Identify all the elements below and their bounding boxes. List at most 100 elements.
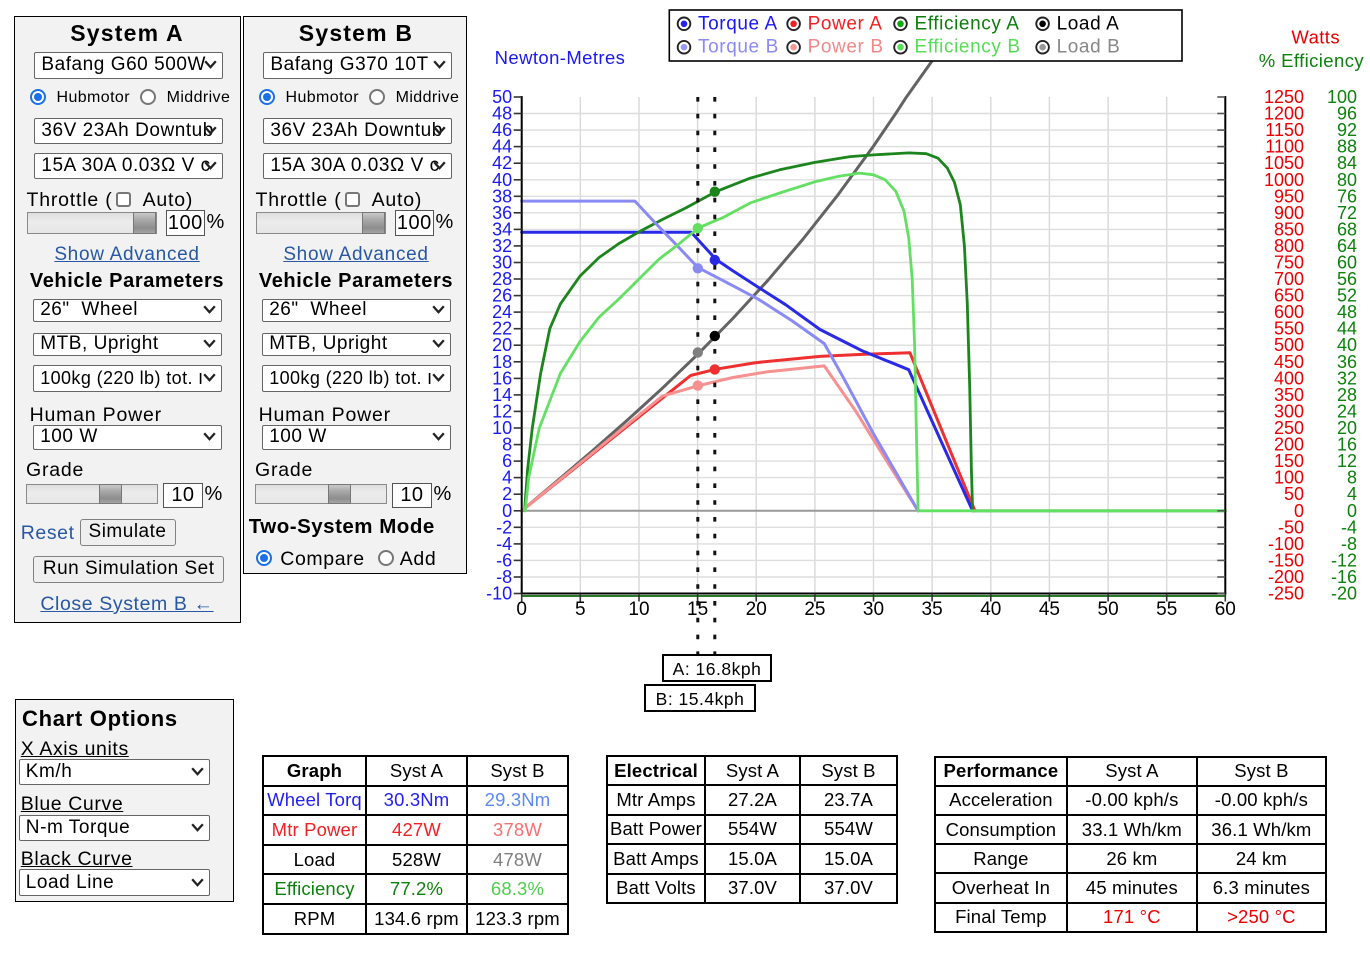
- svg-text:42: 42: [492, 153, 512, 173]
- svg-text:100: 100: [1274, 468, 1304, 488]
- svg-text:50: 50: [1284, 484, 1304, 504]
- svg-text:32: 32: [1337, 368, 1357, 388]
- svg-text:-150: -150: [1268, 550, 1304, 570]
- svg-text:30: 30: [863, 599, 884, 620]
- svg-text:600: 600: [1274, 302, 1304, 322]
- svg-text:35: 35: [922, 599, 943, 620]
- svg-text:24: 24: [492, 302, 512, 322]
- svg-text:Efficiency B: Efficiency B: [915, 37, 1021, 58]
- svg-text:-6: -6: [496, 550, 512, 570]
- svg-text:-8: -8: [496, 567, 512, 587]
- svg-text:Load B: Load B: [1057, 37, 1121, 58]
- svg-text:80: 80: [1337, 170, 1357, 190]
- svg-text:-8: -8: [1341, 534, 1357, 554]
- svg-text:400: 400: [1274, 368, 1304, 388]
- svg-text:700: 700: [1274, 269, 1304, 289]
- svg-text:45: 45: [1039, 599, 1060, 620]
- svg-text:1000: 1000: [1264, 170, 1304, 190]
- svg-text:72: 72: [1337, 203, 1357, 223]
- svg-text:450: 450: [1274, 352, 1304, 372]
- svg-text:4: 4: [1347, 484, 1357, 504]
- svg-text:150: 150: [1274, 451, 1304, 471]
- svg-text:300: 300: [1274, 401, 1304, 421]
- svg-text:0: 0: [1347, 501, 1357, 521]
- svg-text:60: 60: [1337, 253, 1357, 273]
- svg-text:-12: -12: [1331, 550, 1357, 570]
- svg-text:Torque A: Torque A: [698, 13, 778, 34]
- svg-text:10: 10: [628, 599, 649, 620]
- svg-text:12: 12: [492, 401, 512, 421]
- svg-text:Watts: Watts: [1291, 27, 1340, 48]
- svg-text:36: 36: [1337, 352, 1357, 372]
- svg-text:-10: -10: [486, 584, 512, 604]
- svg-text:6: 6: [502, 451, 512, 471]
- svg-text:20: 20: [746, 599, 767, 620]
- svg-text:50: 50: [492, 87, 512, 107]
- svg-text:900: 900: [1274, 203, 1304, 223]
- svg-text:52: 52: [1337, 286, 1357, 306]
- svg-text:46: 46: [492, 120, 512, 140]
- svg-text:-2: -2: [496, 517, 512, 537]
- svg-text:2: 2: [502, 484, 512, 504]
- svg-text:14: 14: [492, 385, 512, 405]
- svg-text:16: 16: [1337, 435, 1357, 455]
- svg-text:100: 100: [1327, 87, 1357, 107]
- svg-text:-100: -100: [1268, 534, 1304, 554]
- svg-text:650: 650: [1274, 286, 1304, 306]
- svg-text:A: 16.8kph: A: 16.8kph: [673, 659, 762, 679]
- svg-text:16: 16: [492, 368, 512, 388]
- svg-text:Power B: Power B: [808, 37, 884, 58]
- svg-text:68: 68: [1337, 219, 1357, 239]
- svg-text:32: 32: [492, 236, 512, 256]
- svg-text:1200: 1200: [1264, 104, 1304, 124]
- svg-text:96: 96: [1337, 104, 1357, 124]
- svg-text:1150: 1150: [1265, 120, 1304, 140]
- svg-text:Power A: Power A: [808, 13, 883, 34]
- svg-text:92: 92: [1337, 120, 1357, 140]
- svg-text:48: 48: [1337, 302, 1357, 322]
- svg-text:15: 15: [687, 599, 708, 620]
- svg-text:55: 55: [1156, 599, 1177, 620]
- svg-text:250: 250: [1274, 418, 1304, 438]
- svg-text:60: 60: [1215, 599, 1236, 620]
- svg-text:850: 850: [1274, 219, 1304, 239]
- svg-text:18: 18: [492, 352, 512, 372]
- svg-text:1050: 1050: [1264, 153, 1304, 173]
- svg-text:25: 25: [804, 599, 825, 620]
- svg-text:-16: -16: [1331, 567, 1357, 587]
- svg-text:1100: 1100: [1265, 137, 1304, 157]
- svg-text:34: 34: [492, 219, 512, 239]
- svg-text:950: 950: [1274, 186, 1304, 206]
- svg-text:48: 48: [492, 104, 512, 124]
- svg-text:28: 28: [492, 269, 512, 289]
- svg-text:0: 0: [516, 599, 527, 620]
- svg-text:64: 64: [1337, 236, 1357, 256]
- svg-text:-20: -20: [1331, 584, 1357, 604]
- svg-text:28: 28: [1337, 385, 1357, 405]
- svg-text:-50: -50: [1278, 517, 1304, 537]
- svg-text:56: 56: [1337, 269, 1357, 289]
- svg-text:Load A: Load A: [1057, 13, 1120, 34]
- svg-text:10: 10: [492, 418, 512, 438]
- svg-text:5: 5: [575, 599, 586, 620]
- svg-text:40: 40: [980, 599, 1001, 620]
- svg-text:% Efficiency: % Efficiency: [1259, 50, 1365, 71]
- svg-text:Torque B: Torque B: [698, 37, 779, 58]
- svg-text:800: 800: [1274, 236, 1304, 256]
- svg-text:-200: -200: [1268, 567, 1304, 587]
- svg-text:22: 22: [492, 319, 512, 339]
- svg-text:20: 20: [1337, 418, 1357, 438]
- svg-text:20: 20: [492, 335, 512, 355]
- svg-text:76: 76: [1337, 186, 1357, 206]
- svg-text:50: 50: [1098, 599, 1119, 620]
- svg-text:Efficiency A: Efficiency A: [915, 13, 1020, 34]
- svg-text:84: 84: [1337, 153, 1357, 173]
- svg-text:8: 8: [502, 435, 512, 455]
- svg-text:44: 44: [492, 137, 512, 157]
- svg-text:550: 550: [1274, 319, 1304, 339]
- svg-text:750: 750: [1274, 253, 1304, 273]
- svg-text:1250: 1250: [1264, 87, 1304, 107]
- svg-text:24: 24: [1337, 401, 1357, 421]
- svg-text:44: 44: [1337, 319, 1357, 339]
- svg-text:12: 12: [1337, 451, 1357, 471]
